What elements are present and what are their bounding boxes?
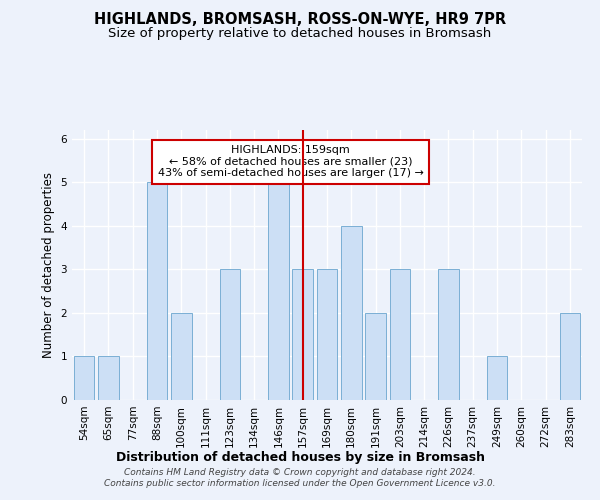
Text: HIGHLANDS: 159sqm
← 58% of detached houses are smaller (23)
43% of semi-detached: HIGHLANDS: 159sqm ← 58% of detached hous…	[158, 145, 424, 178]
Bar	[317, 270, 337, 400]
Bar	[389, 270, 410, 400]
Bar	[487, 356, 508, 400]
Bar	[74, 356, 94, 400]
Text: Distribution of detached houses by size in Bromsash: Distribution of detached houses by size …	[115, 451, 485, 464]
Bar	[98, 356, 119, 400]
Bar	[341, 226, 362, 400]
Text: HIGHLANDS, BROMSASH, ROSS-ON-WYE, HR9 7PR: HIGHLANDS, BROMSASH, ROSS-ON-WYE, HR9 7P…	[94, 12, 506, 28]
Bar	[146, 182, 167, 400]
Bar	[560, 313, 580, 400]
Bar	[171, 313, 191, 400]
Bar	[438, 270, 459, 400]
Bar	[292, 270, 313, 400]
Bar	[268, 182, 289, 400]
Text: Size of property relative to detached houses in Bromsash: Size of property relative to detached ho…	[109, 28, 491, 40]
Bar	[365, 313, 386, 400]
Bar	[220, 270, 240, 400]
Y-axis label: Number of detached properties: Number of detached properties	[42, 172, 55, 358]
Text: Contains HM Land Registry data © Crown copyright and database right 2024.
Contai: Contains HM Land Registry data © Crown c…	[104, 468, 496, 487]
